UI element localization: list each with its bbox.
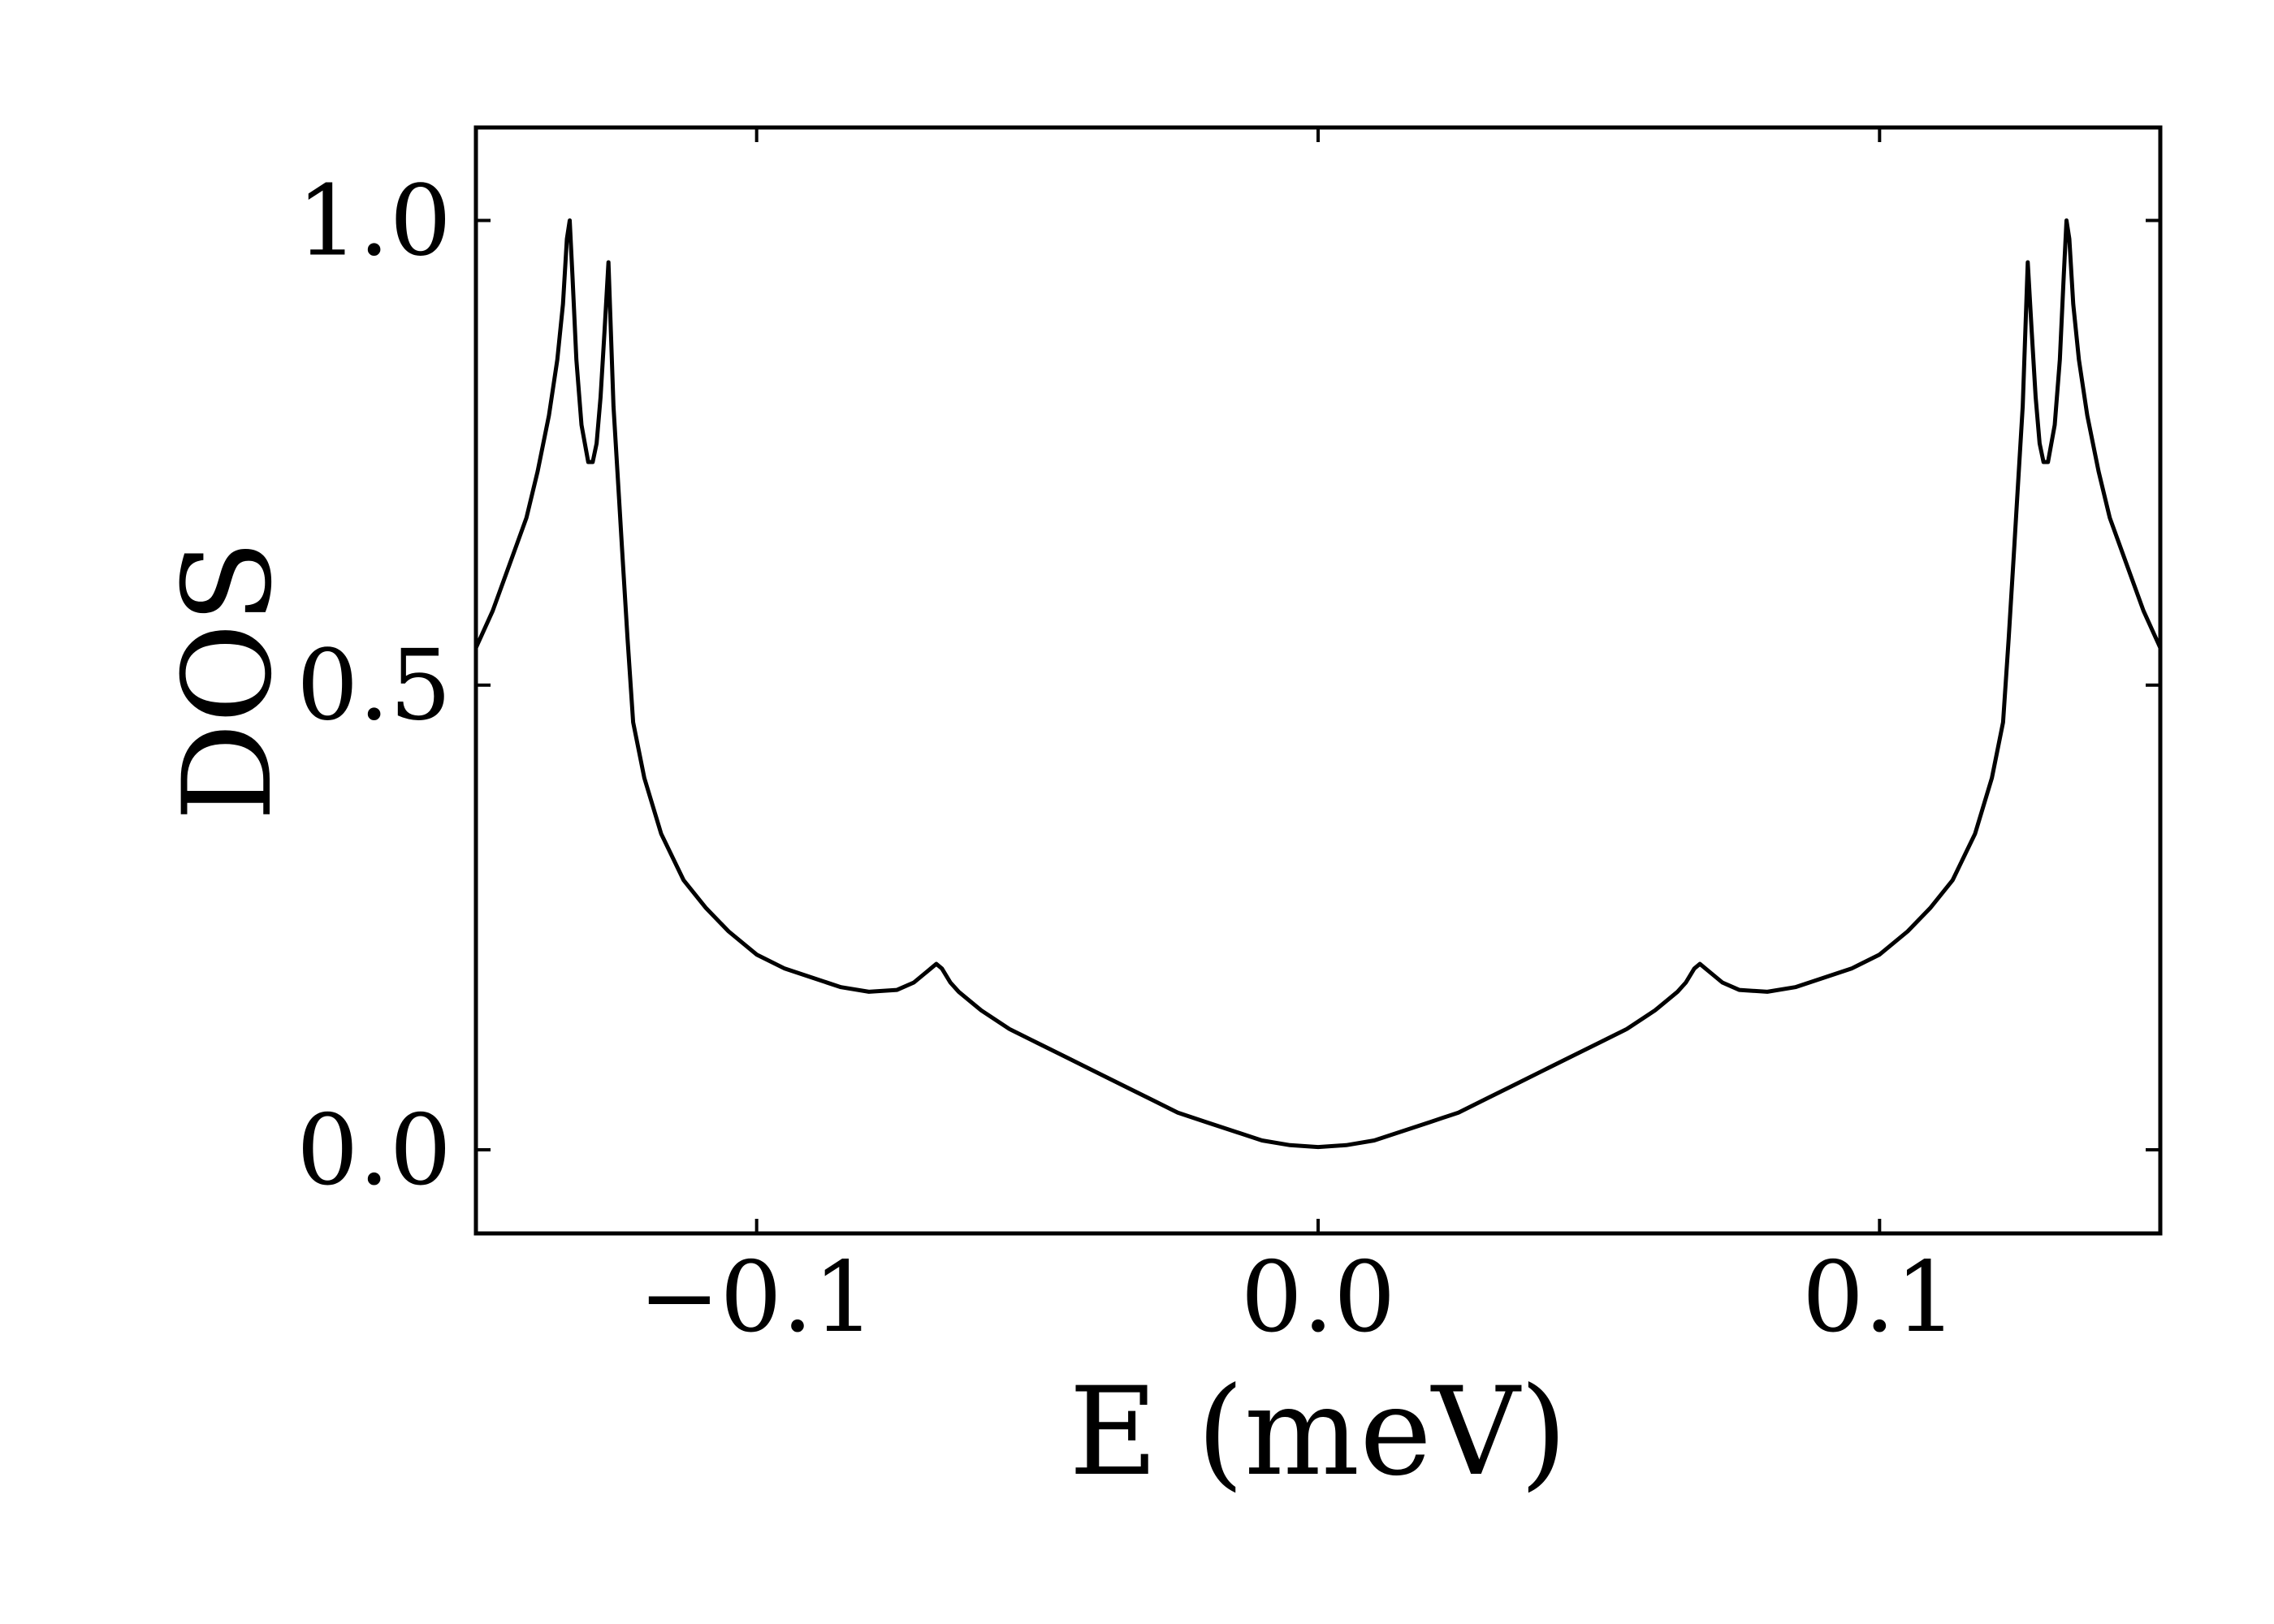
plot-area (473, 218, 2163, 1150)
y-tick-label: 0.0 (296, 1095, 452, 1207)
x-tick-label: 0.1 (1802, 1242, 1957, 1354)
dos-series-line (473, 218, 2163, 1150)
y-axis-title: DOS (158, 540, 299, 821)
x-tick-label: −0.1 (638, 1242, 875, 1354)
y-tick-label: 1.0 (296, 165, 452, 278)
x-axis-title: E (meV) (1069, 1362, 1567, 1503)
tick-labels: −0.1 0.0 0.1 0.0 0.5 1.0 (296, 165, 1957, 1354)
axis-ticks (476, 127, 2160, 1233)
x-tick-label: 0.0 (1241, 1242, 1396, 1354)
plot-frame (473, 125, 2163, 1236)
y-tick-label: 0.5 (296, 630, 452, 743)
